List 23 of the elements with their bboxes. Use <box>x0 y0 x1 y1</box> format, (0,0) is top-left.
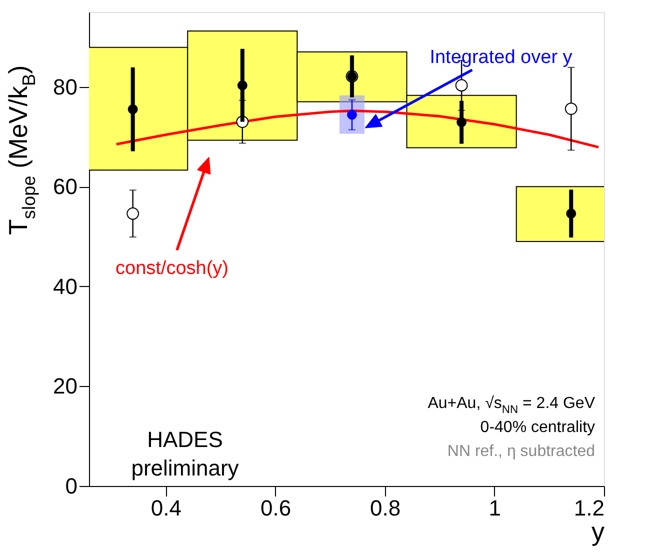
x-tick-label: 1 <box>488 496 502 520</box>
y-tick-label: 0 <box>65 474 78 498</box>
point <box>128 104 138 114</box>
annotation: const/cosh(y) <box>116 258 228 279</box>
point <box>566 208 576 219</box>
x-tick-label: 0.4 <box>150 496 182 520</box>
point <box>237 80 248 90</box>
point <box>456 117 467 128</box>
x-tick-label: 0.6 <box>260 496 292 520</box>
y-tick-label: 20 <box>53 374 78 399</box>
point <box>126 207 140 220</box>
annotation: 0-40% centrality <box>480 419 596 436</box>
line-series <box>115 110 600 148</box>
y-axis-title: Tslope (MeV/kB) <box>3 65 39 235</box>
y-tick-label: 60 <box>53 174 78 200</box>
x-tick-label: 0.8 <box>370 496 401 520</box>
annotation: Integrated over y <box>430 47 573 68</box>
point <box>455 79 468 92</box>
annotation: HADES preliminary <box>131 427 239 481</box>
annotation: NN ref., η subtracted <box>447 443 596 460</box>
y-tick-label: 40 <box>53 274 78 299</box>
point <box>564 102 578 115</box>
y-tick-label: 80 <box>53 74 78 100</box>
